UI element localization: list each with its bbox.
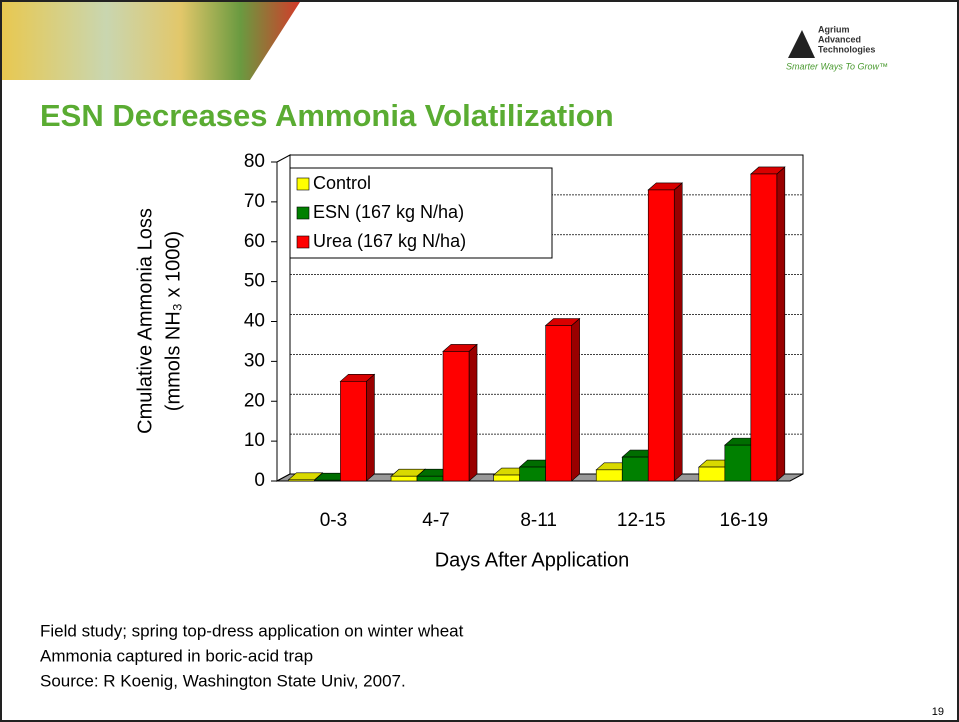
bar-side (469, 344, 477, 481)
legend-swatch (297, 236, 309, 248)
y-tick-label: 0 (254, 470, 265, 491)
bar (699, 467, 725, 481)
tagline: Smarter Ways To Grow™ (786, 61, 888, 71)
bar (546, 325, 572, 481)
y-tick-label: 60 (244, 231, 265, 252)
bar (340, 381, 366, 481)
logo-text: Advanced (818, 34, 861, 44)
slide: Agrium Advanced Technologies Smarter Way… (0, 0, 959, 722)
y-axis-label: Cmulative Ammonia Loss (134, 208, 156, 434)
y-tick-label: 20 (244, 390, 265, 411)
x-tick-label: 16-19 (720, 510, 769, 531)
y-tick-label: 80 (244, 151, 265, 172)
note: Source: R Koenig, Washington State Univ,… (40, 671, 406, 690)
bar (443, 351, 469, 481)
legend-label: ESN (167 kg N/ha) (313, 202, 464, 222)
legend-swatch (297, 207, 309, 219)
x-tick-label: 0-3 (320, 510, 347, 531)
y-axis-label: (mmols NH₃ x 1000) (162, 231, 184, 411)
logo-text: Technologies (818, 44, 875, 54)
x-tick-label: 4-7 (422, 510, 449, 531)
bar-side (674, 183, 682, 481)
legend-label: Control (313, 173, 371, 193)
legend-label: Urea (167 kg N/ha) (313, 231, 466, 251)
bar (596, 470, 622, 481)
y-tick-label: 10 (244, 430, 265, 451)
logo-text: Agrium (818, 24, 850, 34)
bar-side (366, 374, 374, 481)
bar (314, 480, 340, 481)
note: Ammonia captured in boric-acid trap (40, 646, 313, 665)
bar (288, 480, 314, 481)
x-tick-label: 8-11 (520, 510, 557, 531)
bar-side (572, 318, 580, 481)
bar (494, 475, 520, 481)
legend-swatch (297, 178, 309, 190)
header-banner (2, 2, 300, 80)
note: Field study; spring top-dress applicatio… (40, 621, 464, 640)
bar (520, 467, 546, 481)
y-tick-label: 70 (244, 191, 265, 212)
bar (751, 174, 777, 481)
bar (725, 445, 751, 481)
y-tick-label: 30 (244, 350, 265, 371)
bar (391, 476, 417, 481)
bar (417, 476, 443, 481)
y-tick-label: 50 (244, 271, 265, 292)
slide-title: ESN Decreases Ammonia Volatilization (40, 98, 614, 133)
x-axis-label: Days After Application (435, 549, 630, 571)
bar (648, 190, 674, 481)
x-tick-label: 12-15 (617, 510, 666, 531)
page-number: 19 (932, 706, 944, 718)
y-tick-label: 40 (244, 311, 265, 332)
bar-side (777, 167, 785, 481)
bar (622, 457, 648, 481)
left-wall (277, 155, 290, 481)
